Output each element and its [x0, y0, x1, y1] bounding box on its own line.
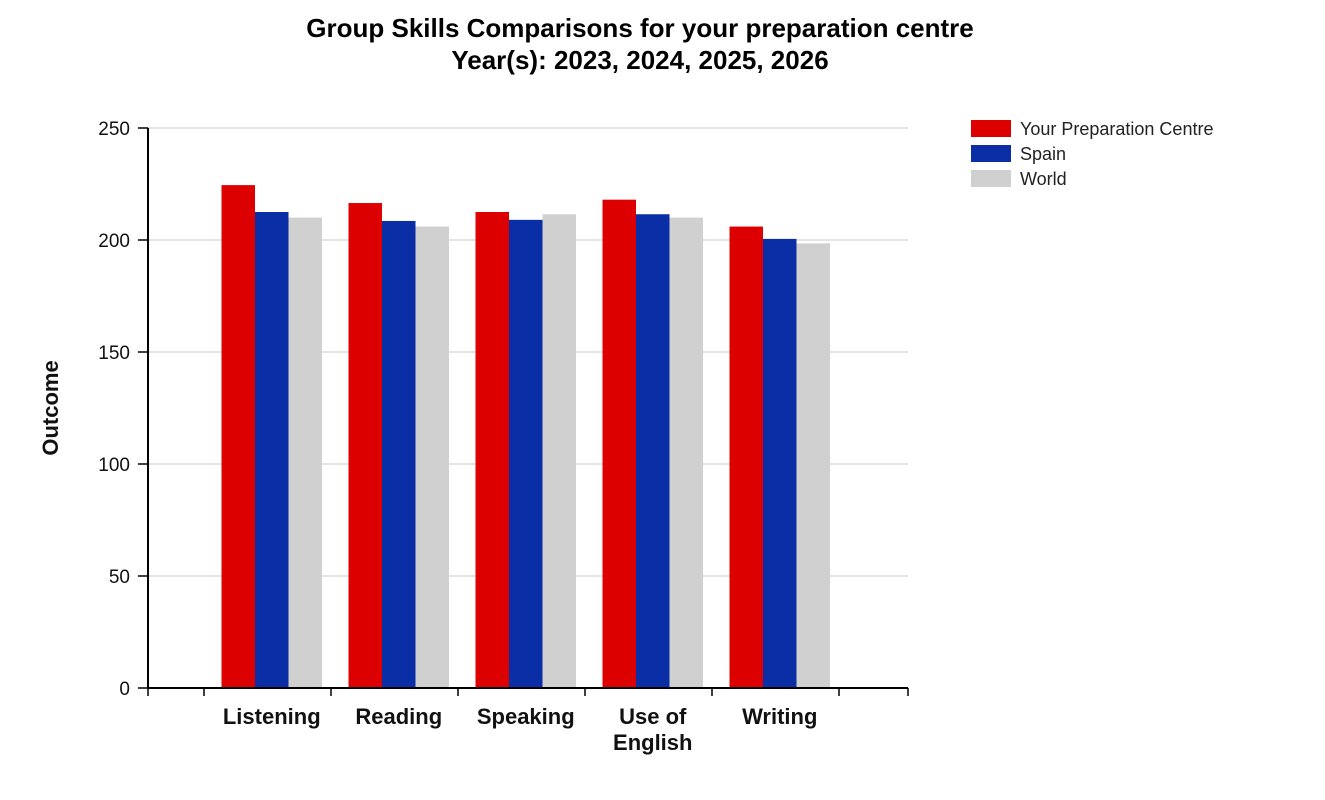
bar	[348, 203, 382, 689]
legend-swatch	[971, 120, 1011, 137]
chart-title-block: Group Skills Comparisons for your prepar…	[140, 12, 1140, 76]
x-tick-label: Writing	[742, 704, 817, 729]
y-tick-label: 100	[98, 455, 130, 476]
bars	[221, 185, 830, 689]
y-tick-label: 50	[109, 567, 130, 588]
bar	[221, 185, 255, 688]
x-tick-label: Use of	[619, 704, 687, 729]
bar	[382, 220, 416, 688]
x-tick-label: Speaking	[477, 704, 575, 729]
x-tick-label: English	[613, 730, 692, 755]
bar	[729, 226, 763, 688]
y-tick-label: 150	[98, 343, 130, 364]
legend-swatch	[971, 170, 1011, 187]
bar	[542, 214, 576, 689]
y-tick-label: 250	[98, 119, 130, 140]
bar	[415, 226, 449, 688]
chart-title: Group Skills Comparisons for your prepar…	[306, 13, 974, 43]
bar	[669, 217, 703, 688]
legend-label: Spain	[1020, 144, 1066, 164]
legend: Your Preparation Centre Spain World	[971, 119, 1213, 189]
bar	[509, 219, 543, 688]
legend-label: Your Preparation Centre	[1020, 119, 1213, 139]
x-tick-label: Listening	[223, 704, 321, 729]
axes	[138, 127, 909, 696]
y-tick-label: 200	[98, 231, 130, 252]
bar	[288, 217, 322, 688]
bar	[255, 212, 289, 688]
bar	[763, 238, 797, 688]
bar	[475, 212, 509, 688]
y-axis-title: Outcome	[38, 360, 63, 455]
chart-subtitle: Year(s): 2023, 2024, 2025, 2026	[451, 45, 829, 75]
legend-swatch	[971, 145, 1011, 162]
bar	[796, 243, 830, 689]
x-tick-label: Reading	[355, 704, 442, 729]
bar	[636, 214, 670, 689]
y-tick-label: 0	[119, 679, 130, 700]
bar	[602, 199, 636, 688]
axis-labels: 0 50 100 150 200 250 Listening Reading Speaking U…	[38, 119, 817, 755]
legend-label: World	[1020, 169, 1067, 189]
